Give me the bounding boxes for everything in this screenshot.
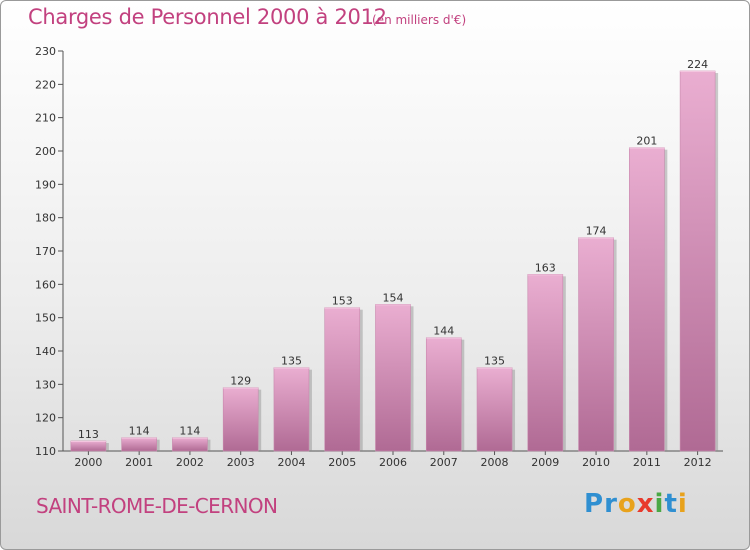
data-label: 153 (332, 295, 353, 308)
label-layer: 2000 113 2001 114 2002 114 2003 129 2004 135 2005 1… (74, 58, 711, 469)
y-tick-label: 110 (35, 445, 56, 458)
x-tick-label: 2007 (430, 456, 458, 469)
x-tick-label: 2008 (481, 456, 509, 469)
x-tick-label: 2005 (328, 456, 356, 469)
logo-letter: i (677, 489, 688, 519)
bar (324, 307, 361, 452)
y-tick-label: 120 (35, 412, 56, 425)
data-label: 114 (179, 425, 200, 438)
chart-title: Charges de Personnel 2000 à 2012 (28, 5, 387, 29)
bar (578, 237, 614, 452)
x-tick-label: 2009 (531, 456, 559, 469)
logo-letter: P (584, 489, 605, 519)
data-label: 135 (281, 355, 302, 368)
bar (121, 437, 157, 452)
bar (70, 440, 107, 452)
y-tick-label: 170 (35, 245, 56, 258)
x-tick-label: 2000 (74, 456, 102, 469)
data-label: 224 (687, 58, 708, 71)
axis-layer: 110 120 130 140 150 160 170 180 190 200 210 220 230 (35, 45, 723, 458)
x-tick-label: 2006 (379, 456, 407, 469)
y-tick-label: 130 (35, 378, 56, 391)
bar-layer (70, 70, 719, 452)
x-tick-label: 2012 (684, 456, 712, 469)
y-tick-label: 230 (35, 45, 56, 58)
y-tick-label: 190 (35, 178, 56, 191)
data-label: 113 (78, 428, 99, 441)
x-tick-label: 2002 (176, 456, 204, 469)
bar (629, 147, 665, 452)
logo-letter: x (636, 489, 655, 519)
y-tick-label: 210 (35, 112, 56, 125)
logo-letter: i (654, 489, 665, 519)
y-tick-label: 160 (35, 278, 56, 291)
data-label: 174 (586, 225, 607, 238)
bar (375, 304, 411, 452)
chart-subtitle: (en milliers d'€) (372, 13, 467, 27)
data-label: 163 (535, 261, 556, 274)
proxiti-logo[interactable]: Proxiti (584, 489, 688, 519)
bar (425, 337, 462, 452)
data-label: 114 (129, 425, 150, 438)
logo-letter: o (617, 489, 637, 519)
y-tick-label: 180 (35, 212, 56, 225)
x-tick-label: 2010 (582, 456, 610, 469)
logo-letter: r (604, 489, 618, 519)
data-label: 144 (433, 325, 454, 338)
y-tick-label: 140 (35, 345, 56, 358)
bar (222, 387, 259, 452)
x-tick-label: 2001 (125, 456, 153, 469)
bar (172, 437, 208, 452)
x-tick-label: 2004 (277, 456, 305, 469)
logo-letter: t (664, 489, 678, 519)
data-label: 201 (636, 135, 657, 148)
data-label: 135 (484, 355, 505, 368)
bar (273, 367, 310, 452)
bar (476, 367, 513, 452)
y-tick-label: 220 (35, 78, 56, 91)
bar (679, 70, 716, 452)
x-tick-label: 2011 (633, 456, 661, 469)
data-label: 154 (383, 291, 404, 304)
x-tick-label: 2003 (227, 456, 255, 469)
commune-name: SAINT-ROME-DE-CERNON (36, 494, 278, 518)
data-label: 129 (230, 375, 251, 388)
y-tick-label: 200 (35, 145, 56, 158)
y-tick-label: 150 (35, 312, 56, 325)
bar (527, 274, 564, 452)
